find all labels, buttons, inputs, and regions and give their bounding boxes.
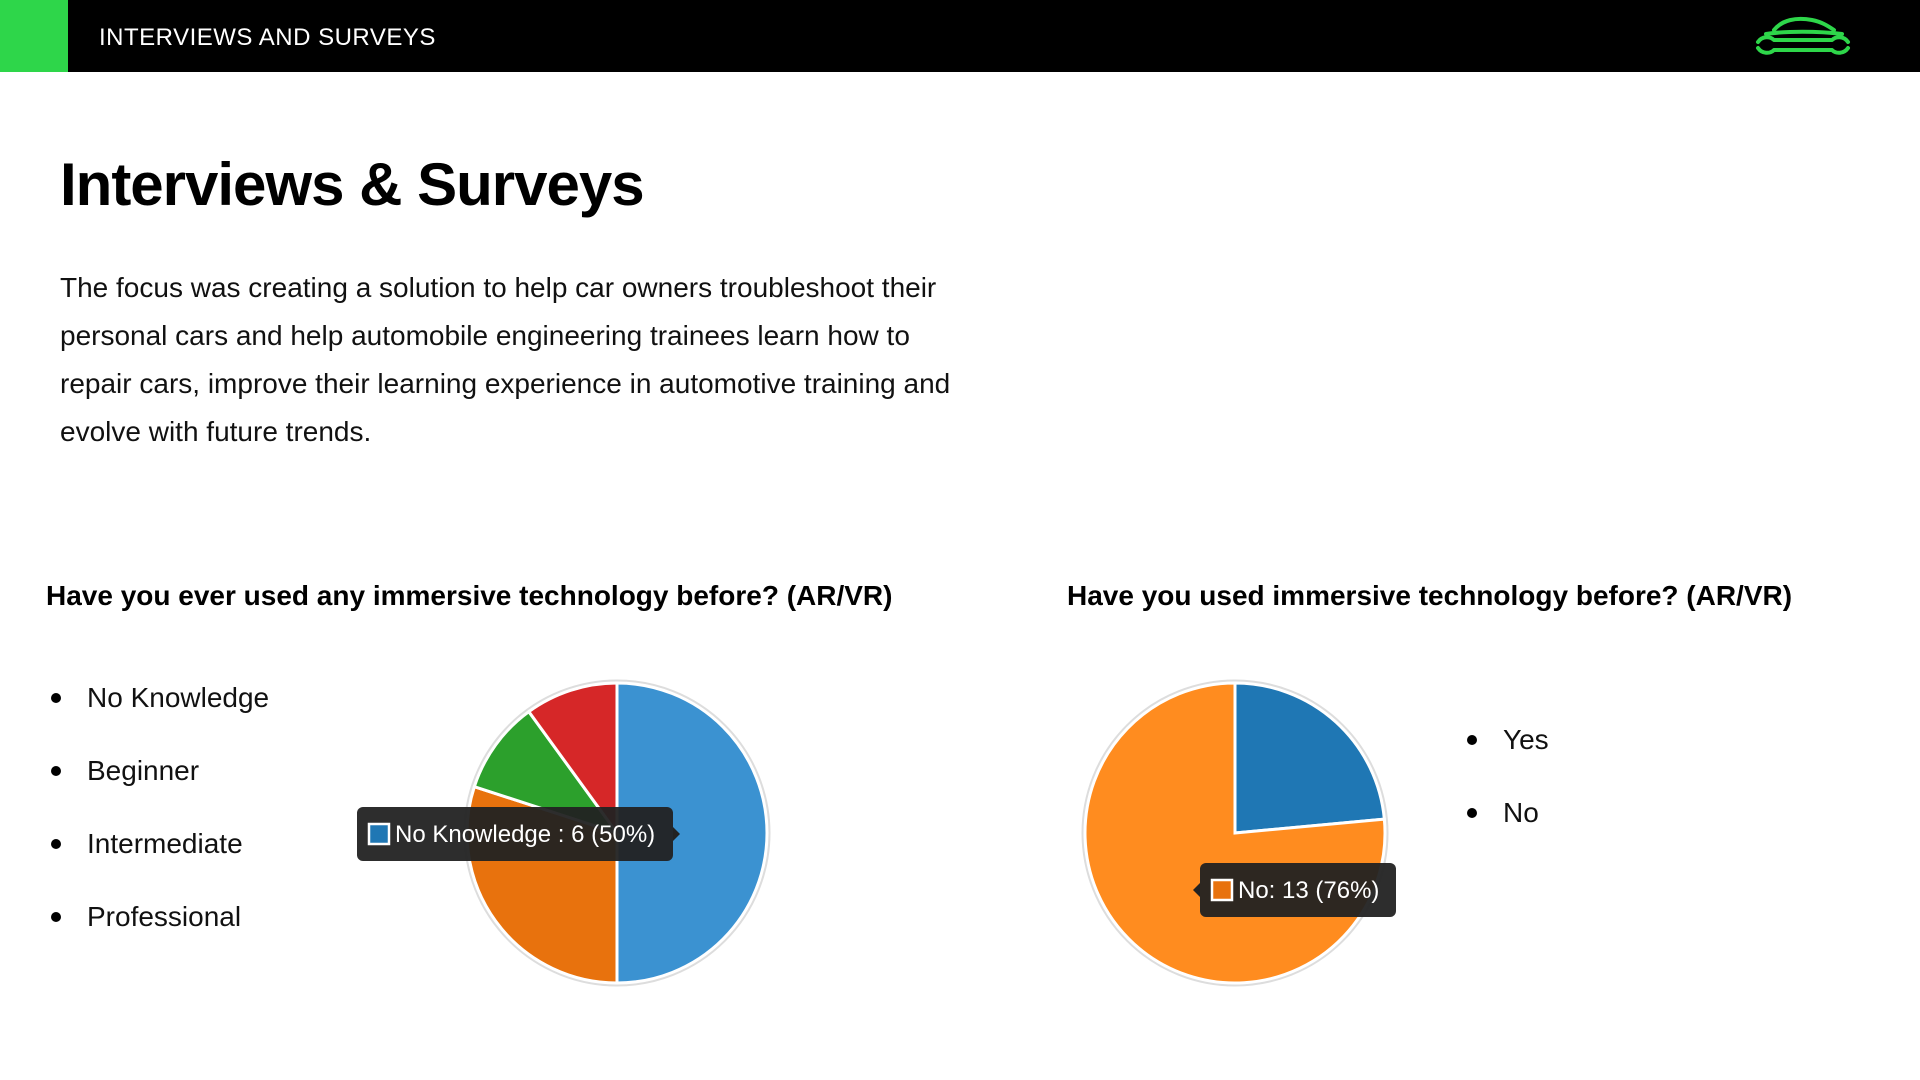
survey2-option: Yes (1464, 720, 1549, 793)
pie-slice-no-knowledge[interactable] (615, 681, 769, 985)
survey1-pie-chart: No Knowledge : 6 (50%) (357, 679, 771, 987)
survey1-option: Professional (48, 897, 269, 970)
top-bar: INTERVIEWS AND SURVEYS (0, 0, 1920, 72)
top-bar-accent (0, 0, 68, 72)
car-wrench-icon (1756, 16, 1850, 55)
survey2-question: Have you used immersive technology befor… (1067, 580, 1793, 611)
survey2-pie-chart: No: 13 (76%) (1081, 679, 1396, 987)
top-bar-title: INTERVIEWS AND SURVEYS (99, 24, 436, 51)
pie-outline (1081, 679, 1389, 987)
tooltip-text: No Knowledge : 6 (50%) (395, 821, 655, 848)
chart-tooltip: No Knowledge : 6 (50%) (357, 807, 680, 861)
tooltip-swatch (367, 822, 391, 846)
page-title: Interviews & Surveys (60, 151, 645, 218)
tooltip-swatch (1210, 878, 1234, 902)
pie-slice-yes[interactable] (1233, 681, 1386, 835)
survey1-option: Beginner (48, 751, 269, 824)
pie-slice-intermediate[interactable] (472, 709, 621, 836)
survey2-options-list: Yes No (1464, 720, 1549, 866)
survey2-option: No (1464, 793, 1549, 866)
survey1-option: No Knowledge (48, 678, 269, 751)
intro-paragraph: The focus was creating a solution to hel… (60, 272, 951, 447)
survey1-option: Intermediate (48, 824, 269, 897)
tooltip-text: No: 13 (76%) (1238, 877, 1379, 904)
chart-tooltip: No: 13 (76%) (1193, 863, 1396, 917)
pie-slice-professional[interactable] (526, 681, 619, 838)
survey1-question: Have you ever used any immersive technol… (46, 580, 893, 611)
survey1-options-list: No Knowledge Beginner Intermediate Profe… (48, 678, 269, 970)
